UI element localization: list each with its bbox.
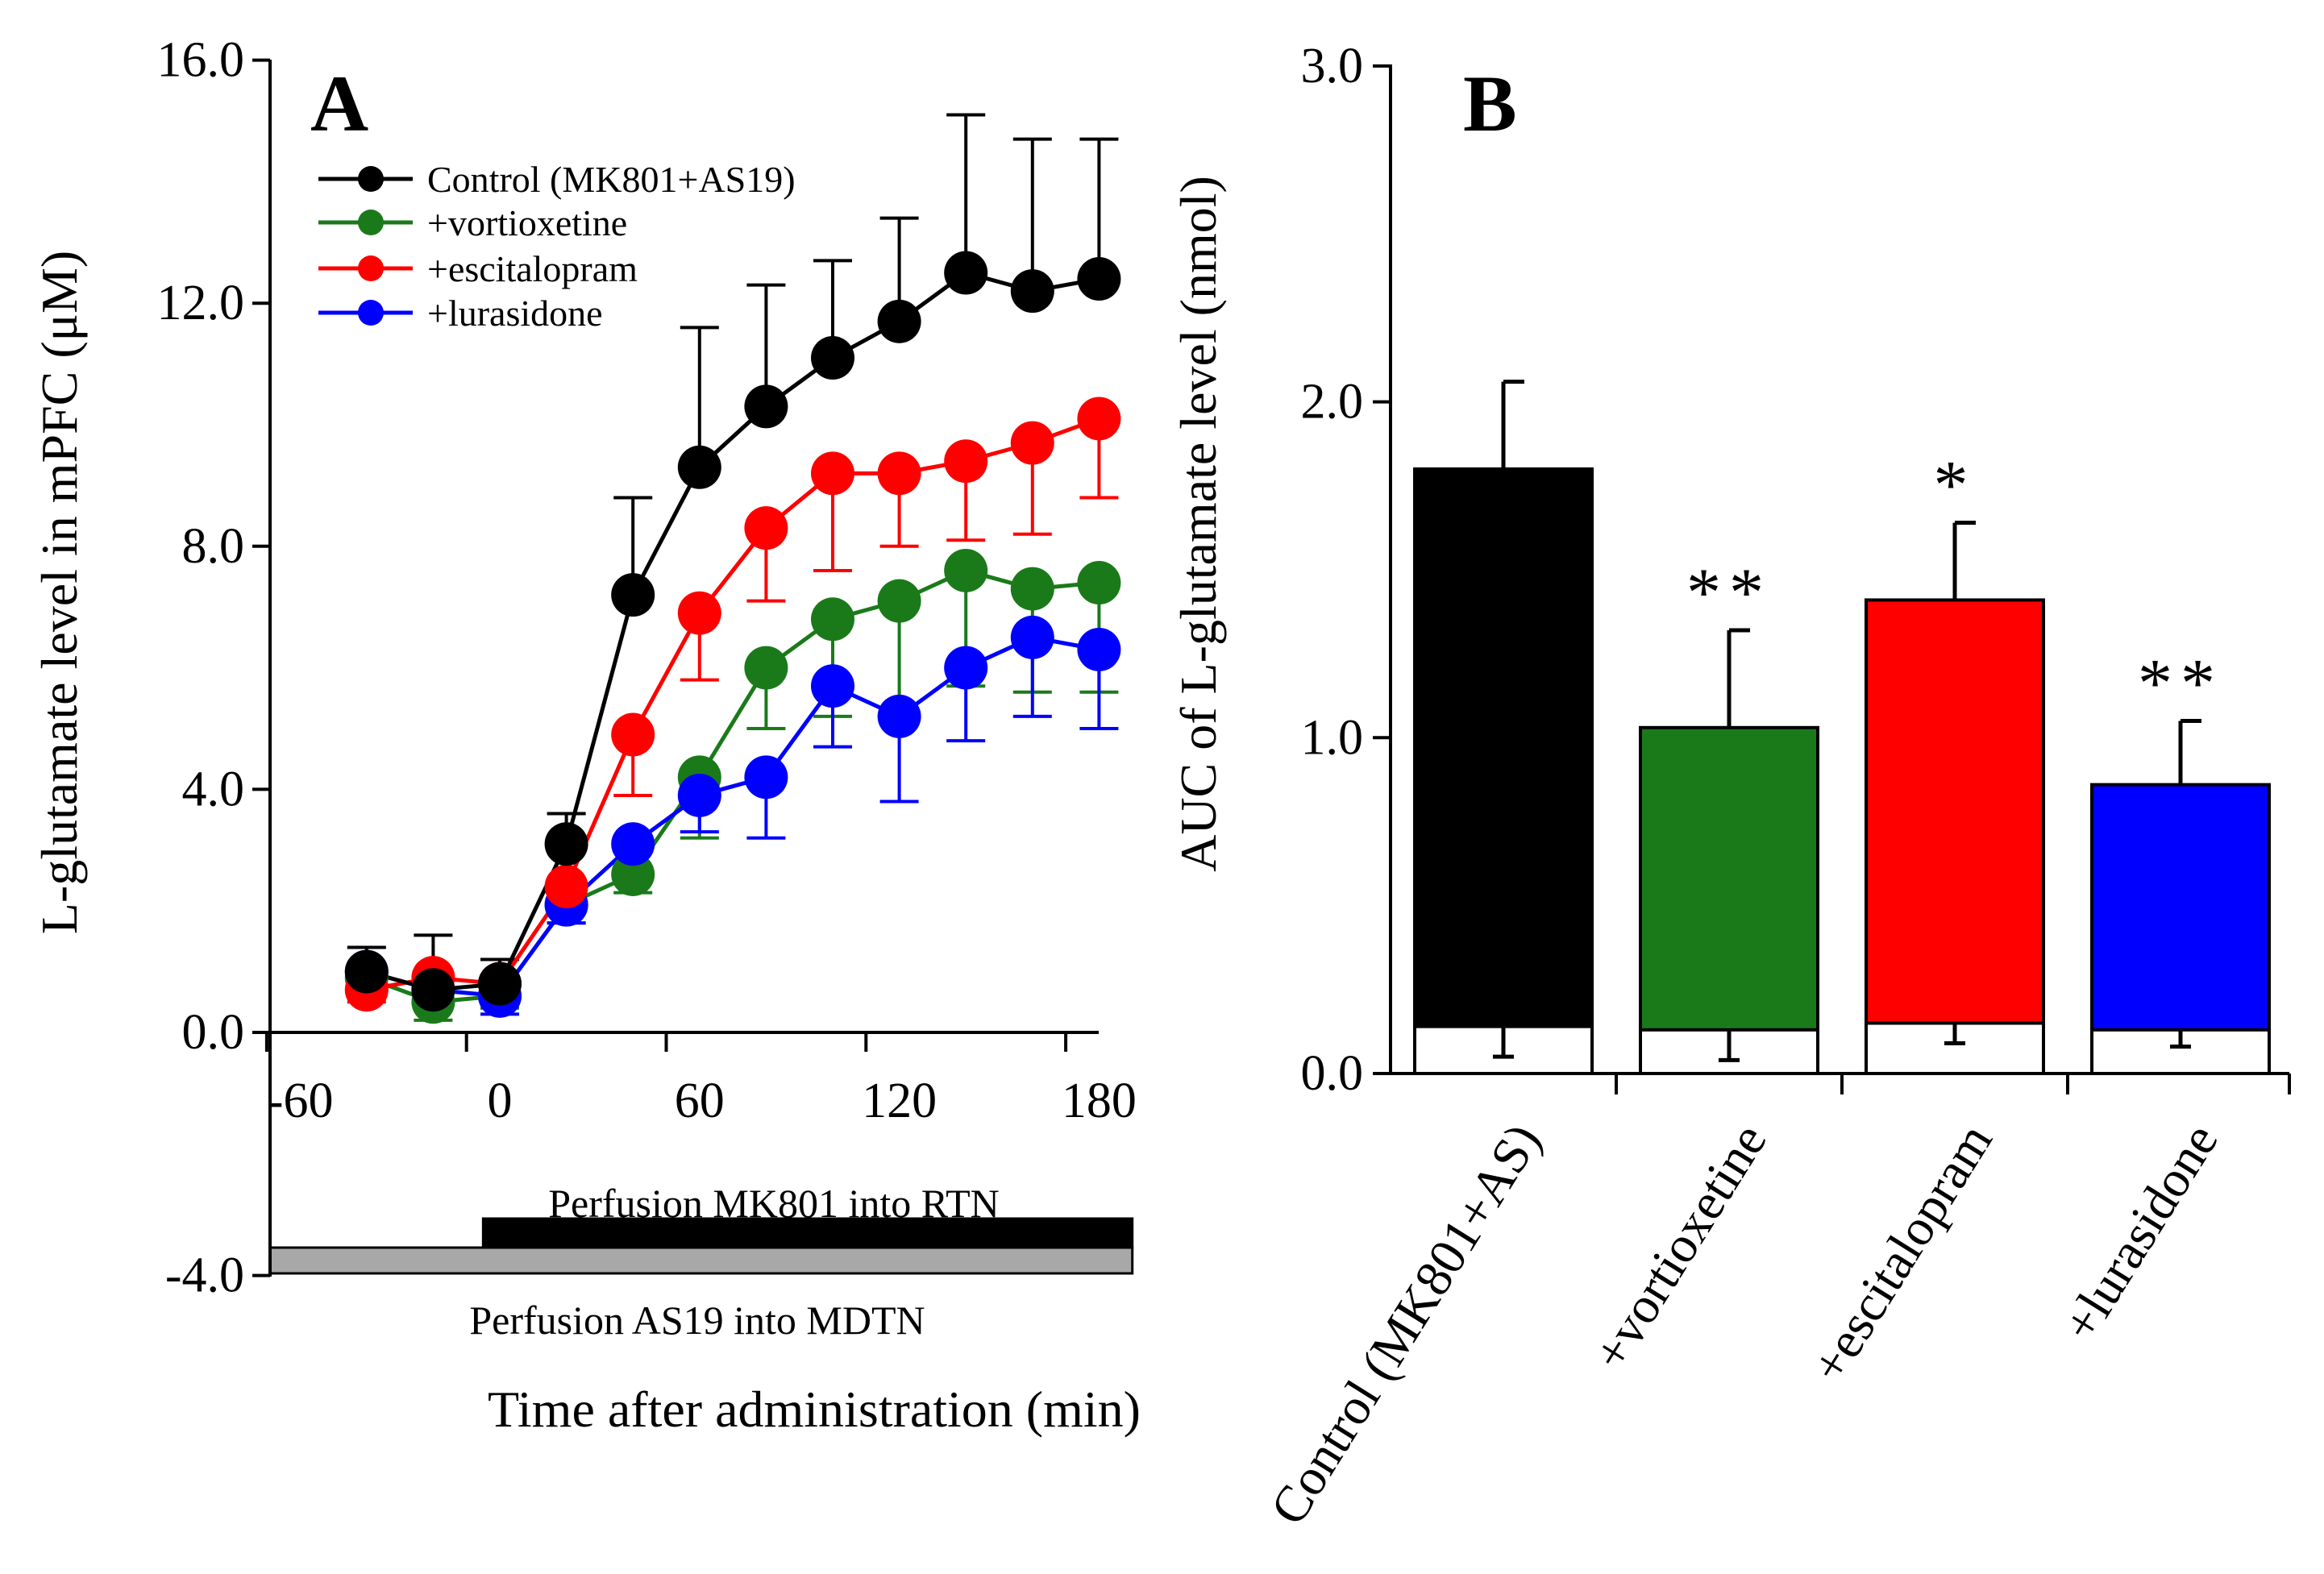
bar-control-mk801-as [1413, 467, 1594, 1075]
data-point-escitalopram [611, 712, 655, 757]
data-point-vortioxetine [1010, 567, 1054, 611]
panel-a-line-chart: Perfusion MK801 into RTN Perfusion AS19 … [31, 33, 1141, 1438]
x-tick-label: 120 [862, 1074, 937, 1128]
data-point-escitalopram [944, 439, 988, 484]
series-line-control-mk801-as19 [366, 270, 1100, 992]
panel-a-axes: -4.0 0.0 4.0 8.0 12.0 16.0 -60 0 60 120 180 [157, 33, 1137, 1303]
panel-a-x-axis-label: Time after administration (min) [488, 1381, 1141, 1438]
panel-b-label: B [1463, 59, 1517, 148]
legend-label-control: Control (MK801+AS19) [427, 159, 796, 200]
panel-b-bar-chart: ***** Control (MK801+AS) +vortioxetine +es… [1170, 39, 2291, 1535]
x-tick-label: -60 [267, 1074, 334, 1128]
bar-escitalopram [1865, 598, 2045, 1075]
y-tick-label: 0.0 [182, 1005, 245, 1060]
data-point-control-mk801-as19 [877, 299, 921, 343]
perfusion-bar-as19 [268, 1246, 1134, 1275]
y-tick-label: 8.0 [182, 519, 245, 574]
data-point-escitalopram [1010, 421, 1054, 465]
y-tick-label: 0.0 [1301, 1046, 1364, 1101]
legend: Control (MK801+AS19) +vortioxetine +esci… [318, 159, 796, 334]
data-point-escitalopram [677, 591, 721, 635]
legend-label-escitalopram: +escitalopram [427, 248, 638, 289]
data-point-control-mk801-as19 [744, 384, 788, 429]
panel-a-label: A [310, 59, 368, 148]
data-point-control-mk801-as19 [544, 822, 588, 866]
data-point-control-mk801-as19 [677, 445, 721, 489]
data-point-control-mk801-as19 [811, 336, 854, 380]
x-tick-label: 180 [1062, 1074, 1137, 1128]
x-tick-label: 60 [675, 1074, 725, 1128]
data-point-vortioxetine [877, 579, 921, 623]
data-point-lurasidone [611, 822, 655, 866]
data-point-control-mk801-as19 [1077, 257, 1121, 301]
significance-marker-vortioxetine: ** [1686, 554, 1772, 631]
data-point-control-mk801-as19 [478, 961, 522, 1006]
data-point-vortioxetine [611, 852, 655, 896]
legend-marker-control [358, 166, 384, 192]
panel-a-y-axis-label: L-glutamate level in mPFC (μM) [31, 251, 88, 934]
data-point-lurasidone [944, 646, 988, 690]
legend-label-lurasidone: +lurasidone [427, 293, 603, 334]
data-point-vortioxetine [1077, 561, 1121, 605]
legend-marker-vortioxetine [358, 210, 384, 235]
data-point-escitalopram [544, 865, 588, 909]
legend-marker-lurasidone [358, 300, 384, 326]
significance-marker-lurasidone: ** [2138, 644, 2223, 721]
category-label-escitalopram: +escitalopram [1799, 1114, 2003, 1393]
y-tick-label: -4.0 [165, 1248, 244, 1303]
bar-vortioxetine [1639, 725, 1819, 1075]
data-point-control-mk801-as19 [344, 949, 389, 994]
bar-lurasidone [2090, 783, 2271, 1075]
data-point-lurasidone [1077, 627, 1121, 671]
data-point-lurasidone [744, 755, 788, 799]
panel-b-bars: ***** [1413, 380, 2271, 1075]
data-point-control-mk801-as19 [1010, 269, 1054, 314]
data-point-escitalopram [744, 506, 788, 550]
data-point-lurasidone [1010, 615, 1054, 659]
data-point-control-mk801-as19 [411, 968, 455, 1012]
category-label-control-mk801-as: Control (MK801+AS) [1259, 1114, 1552, 1535]
category-label-vortioxetine: +vortioxetine [1582, 1114, 1777, 1380]
data-point-lurasidone [811, 664, 854, 708]
panel-a-series [344, 113, 1121, 1024]
data-point-control-mk801-as19 [611, 573, 655, 617]
perfusion-bars: Perfusion MK801 into RTN Perfusion AS19 … [268, 1181, 1134, 1343]
data-point-vortioxetine [744, 646, 788, 690]
data-point-vortioxetine [944, 548, 988, 592]
x-tick-label: 0 [488, 1074, 513, 1128]
y-tick-label: 1.0 [1301, 710, 1364, 765]
data-point-escitalopram [877, 451, 921, 496]
significance-marker-escitalopram: * [1934, 446, 1977, 524]
data-point-escitalopram [1077, 397, 1121, 441]
y-tick-label: 16.0 [157, 33, 245, 88]
legend-label-vortioxetine: +vortioxetine [427, 202, 627, 243]
y-tick-label: 3.0 [1301, 39, 1364, 93]
y-tick-label: 12.0 [157, 276, 245, 330]
data-point-escitalopram [811, 451, 854, 496]
y-tick-label: 4.0 [182, 762, 245, 816]
data-point-control-mk801-as19 [944, 251, 988, 295]
legend-marker-escitalopram [358, 255, 384, 281]
data-point-lurasidone [677, 773, 721, 817]
perfusion-as19-label: Perfusion AS19 into MDTN [469, 1298, 925, 1343]
series-line-lurasidone [366, 635, 1100, 999]
category-label-lurasidone: +lurasidone [2051, 1114, 2229, 1351]
series-line-escitalopram [366, 417, 1100, 992]
panel-b-y-axis-label: AUC of L-glutamate level (nmol) [1170, 176, 1227, 872]
data-point-lurasidone [877, 694, 921, 738]
perfusion-mk801-label: Perfusion MK801 into RTN [548, 1181, 1000, 1226]
y-tick-label: 2.0 [1301, 375, 1364, 430]
data-point-vortioxetine [811, 597, 854, 642]
